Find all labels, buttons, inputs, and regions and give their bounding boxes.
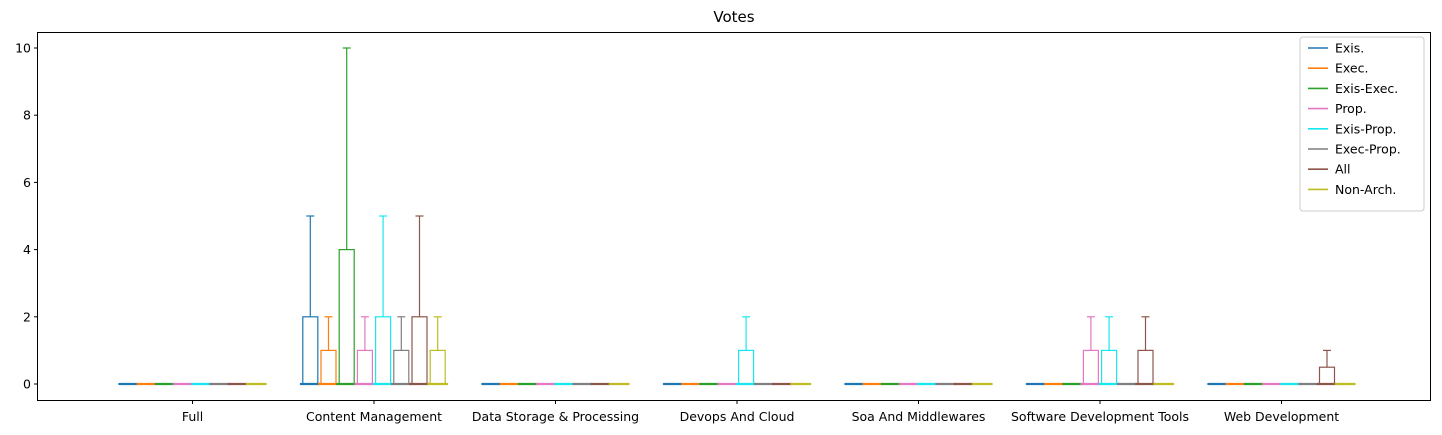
plot-frame bbox=[37, 32, 1431, 401]
legend-item: Non-Arch. bbox=[1308, 182, 1396, 197]
box-0-1 bbox=[299, 215, 321, 386]
box-4-5 bbox=[1098, 316, 1120, 386]
box-body bbox=[737, 349, 755, 385]
legend-item: Exis-Prop. bbox=[1308, 121, 1397, 136]
legend-item: Exis-Exec. bbox=[1308, 81, 1398, 96]
box-body bbox=[338, 249, 355, 385]
legend-label: Non-Arch. bbox=[1335, 182, 1396, 197]
x-tick-label: Devops And Cloud bbox=[680, 409, 795, 424]
legend-item: All bbox=[1308, 162, 1351, 177]
y-tick-label: 6 bbox=[23, 175, 31, 190]
legend-label: Exis. bbox=[1335, 41, 1364, 56]
legend-label: Exec. bbox=[1335, 61, 1368, 76]
legend-label: All bbox=[1335, 162, 1351, 177]
box-body bbox=[429, 349, 446, 385]
x-tick-label: Data Storage & Processing bbox=[472, 409, 639, 424]
legend-label: Exis-Exec. bbox=[1335, 81, 1398, 96]
legend-item: Exec. bbox=[1308, 61, 1368, 76]
box-4-3 bbox=[735, 316, 757, 386]
y-tick-label: 2 bbox=[23, 309, 31, 324]
plot-area bbox=[118, 47, 1356, 386]
box-6-6 bbox=[1316, 349, 1338, 386]
box-body bbox=[1318, 366, 1336, 385]
box-3-1 bbox=[354, 316, 376, 386]
box-body bbox=[1082, 349, 1100, 385]
y-tick-label: 0 bbox=[23, 377, 31, 392]
x-tick-label: Web Development bbox=[1224, 409, 1339, 424]
box-body bbox=[393, 349, 410, 385]
y-tick-label: 4 bbox=[23, 242, 31, 257]
box-6-5 bbox=[1134, 316, 1157, 386]
box-7-1 bbox=[427, 316, 449, 386]
legend: Exis. Exec. Exis-Exec. Prop. Exis-Prop. Exec-… bbox=[1299, 36, 1425, 212]
box-body bbox=[1100, 349, 1118, 385]
x-tick-label: Full bbox=[182, 409, 203, 424]
box-4-1 bbox=[372, 215, 394, 386]
box-body bbox=[302, 316, 319, 385]
legend-frame bbox=[1299, 36, 1425, 212]
y-tick-label: 10 bbox=[15, 41, 31, 56]
legend-label: Prop. bbox=[1335, 101, 1367, 116]
box-body bbox=[320, 349, 337, 385]
box-body bbox=[411, 316, 428, 385]
x-tick-label: Soa And Middlewares bbox=[852, 409, 986, 424]
x-axis: Full Content Management Data Storage & Pro… bbox=[182, 400, 1339, 424]
y-axis: 0 2 4 6 8 10 bbox=[15, 41, 38, 392]
box-body bbox=[356, 349, 373, 385]
legend-item: Exis. bbox=[1308, 41, 1364, 56]
box-3-5 bbox=[1080, 316, 1102, 386]
legend-item: Exec-Prop. bbox=[1308, 142, 1401, 157]
box-body bbox=[1137, 349, 1154, 385]
legend-label: Exis-Prop. bbox=[1335, 121, 1397, 136]
box-2-1 bbox=[336, 47, 358, 386]
x-tick-label: Software Development Tools bbox=[1011, 409, 1189, 424]
chart-title: Votes bbox=[713, 8, 754, 26]
legend-item: Prop. bbox=[1308, 101, 1367, 116]
box-5-1 bbox=[390, 316, 412, 386]
box-body bbox=[375, 316, 392, 385]
box-1-1 bbox=[317, 316, 340, 386]
x-tick-label: Content Management bbox=[306, 409, 442, 424]
box-6-1 bbox=[408, 215, 431, 386]
legend-label: Exec-Prop. bbox=[1335, 142, 1401, 157]
y-tick-label: 8 bbox=[23, 108, 31, 123]
